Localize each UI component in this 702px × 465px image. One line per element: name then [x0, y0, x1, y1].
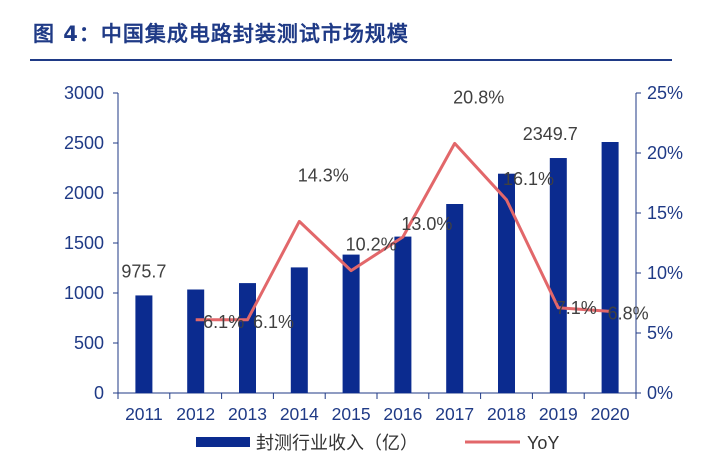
revenue-bar: [290, 267, 308, 393]
right-tick-label: 10%: [647, 263, 683, 283]
x-tick-label: 2020: [591, 404, 630, 424]
x-tick-label: 2017: [435, 404, 474, 424]
yoy-data-label: 20.8%: [453, 87, 504, 107]
x-tick-label: 2012: [176, 404, 215, 424]
title-underline: [30, 59, 672, 61]
left-tick-label: 500: [74, 333, 104, 353]
yoy-data-label: 6.8%: [608, 303, 649, 323]
x-tick-label: 2016: [383, 404, 422, 424]
revenue-bar: [135, 295, 153, 393]
left-tick-label: 1000: [64, 283, 104, 303]
x-tick-label: 2019: [539, 404, 578, 424]
revenue-data-label: 2349.7: [523, 124, 578, 144]
yoy-data-label: 13.0%: [401, 214, 452, 234]
yoy-data-label: 14.3%: [298, 165, 349, 185]
yoy-line: [195, 141, 611, 322]
x-tick-label: 2011: [125, 404, 163, 424]
revenue-bar: [394, 236, 412, 393]
yoy-data-label: 10.2%: [346, 235, 397, 255]
revenue-data-label: 975.7: [121, 261, 166, 281]
right-tick-label: 25%: [647, 83, 683, 103]
x-tick-label: 2015: [332, 404, 371, 424]
left-tick-label: 2500: [64, 133, 104, 153]
revenue-bar: [498, 173, 515, 393]
x-tick-label: 2013: [228, 404, 267, 424]
left-tick-label: 2000: [64, 183, 104, 203]
legend-bar-label: 封测行业收入（亿）: [256, 433, 418, 453]
revenue-bar: [239, 283, 256, 393]
revenue-bar: [342, 254, 360, 393]
right-tick-label: 0%: [647, 383, 673, 403]
legend-bar-swatch: [196, 437, 250, 447]
yoy-data-label: 6.1%: [203, 312, 244, 332]
yoy-data-label: 6.1%: [253, 312, 294, 332]
right-tick-label: 20%: [647, 143, 683, 163]
yoy-data-label: 16.1%: [503, 169, 554, 189]
left-tick-label: 1500: [64, 233, 104, 253]
left-tick-label: 3000: [64, 83, 104, 103]
x-tick-label: 2014: [280, 404, 319, 424]
legend-line-label: YoY: [527, 433, 559, 453]
revenue-bar: [446, 204, 464, 393]
revenue-bar: [549, 158, 567, 393]
right-tick-label: 15%: [647, 203, 683, 223]
right-tick-label: 5%: [647, 323, 673, 343]
x-tick-label: 2018: [487, 404, 526, 424]
revenue-bar: [187, 289, 205, 393]
left-tick-label: 0: [94, 383, 104, 403]
chart-title: 图 4：中国集成电路封装测试市场规模: [33, 22, 409, 46]
revenue-bar: [601, 142, 619, 393]
yoy-data-label: 7.1%: [556, 298, 597, 318]
